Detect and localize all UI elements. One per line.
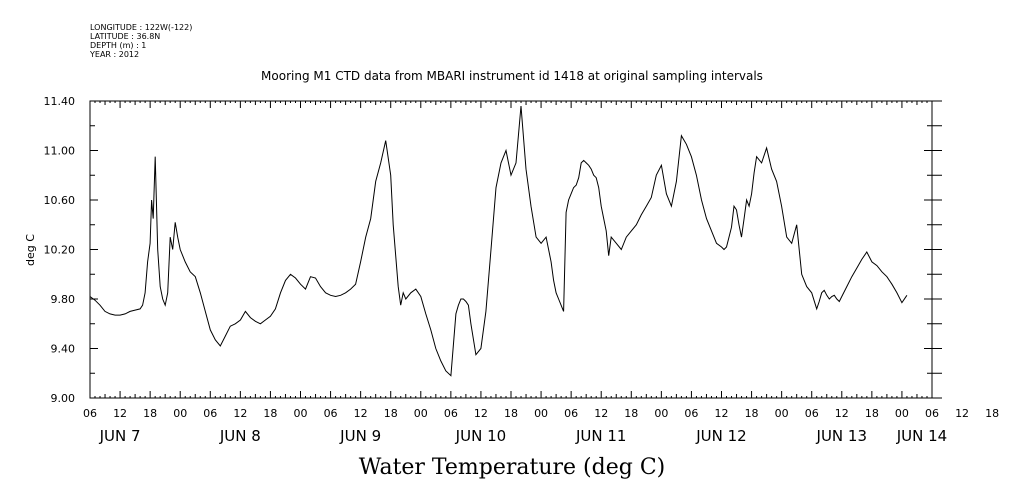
x-hour-tick-label: 00: [414, 407, 428, 420]
chart-title: Mooring M1 CTD data from MBARI instrumen…: [261, 69, 763, 83]
x-hour-tick-label: 06: [83, 407, 97, 420]
x-hour-tick-label: 18: [624, 407, 638, 420]
x-hour-tick-label: 06: [324, 407, 338, 420]
temperature-line: [89, 105, 908, 377]
x-hour-tick-label: 00: [654, 407, 668, 420]
y-tick-label: 11.40: [44, 95, 76, 108]
year-label: YEAR : 2012: [90, 50, 140, 59]
x-hour-tick-label: 18: [263, 407, 277, 420]
x-hour-tick-label: 00: [534, 407, 548, 420]
x-hour-tick-label: 12: [233, 407, 247, 420]
x-day-label: JUN 9: [339, 427, 381, 445]
x-hour-tick-label: 12: [474, 407, 488, 420]
x-hour-tick-label: 18: [745, 407, 759, 420]
y-tick-label: 10.20: [44, 244, 76, 257]
x-day-label: JUN 11: [575, 427, 626, 445]
x-hour-tick-label: 00: [775, 407, 789, 420]
x-hour-tick-label: 18: [384, 407, 398, 420]
plot-frame: [89, 100, 933, 399]
x-hour-tick-label: 12: [715, 407, 729, 420]
x-hour-tick-label: 06: [805, 407, 819, 420]
x-axis-label: Water Temperature (deg C): [359, 455, 666, 480]
x-hour-tick-label: 00: [173, 407, 187, 420]
x-hour-tick-label: 06: [925, 407, 939, 420]
x-hour-tick-label: 06: [564, 407, 578, 420]
x-hour-tick-label: 00: [895, 407, 909, 420]
y-tick-label: 9.40: [51, 343, 76, 356]
y-axis-label: deg C: [24, 234, 37, 266]
x-hour-tick-label: 18: [985, 407, 999, 420]
x-day-label: JUN 12: [695, 427, 746, 445]
depth-label: DEPTH (m) : 1: [90, 41, 147, 50]
x-hour-tick-label: 12: [835, 407, 849, 420]
x-day-label: JUN 13: [816, 427, 867, 445]
x-hour-tick-label: 06: [203, 407, 217, 420]
x-hour-tick-label: 18: [865, 407, 879, 420]
axes: 06 12 18 00 06 12 18 00 06 12 18 00 06 12 18 00 06 12 18 00…: [44, 95, 1000, 445]
x-day-label: JUN 8: [219, 427, 261, 445]
x-hour-tick-label: 00: [294, 407, 308, 420]
y-tick-label: 9.80: [51, 293, 76, 306]
x-hour-tick-label: 18: [143, 407, 157, 420]
x-hour-tick-label: 12: [594, 407, 608, 420]
x-day-label: JUN 14: [896, 427, 947, 445]
x-hour-tick-label: 12: [354, 407, 368, 420]
y-tick-label: 10.60: [44, 194, 76, 207]
longitude-label: LONGITUDE : 122W(-122): [90, 23, 193, 32]
x-day-label: JUN 7: [99, 427, 141, 445]
x-hour-tick-label: 12: [113, 407, 127, 420]
latitude-label: LATITUDE : 36.8N: [90, 32, 161, 41]
x-hour-tick-label: 18: [504, 407, 518, 420]
x-hour-tick-label: 06: [684, 407, 698, 420]
x-hour-tick-label: 06: [444, 407, 458, 420]
x-day-label: JUN 10: [455, 427, 506, 445]
y-tick-label: 9.00: [51, 392, 76, 405]
x-hour-tick-label: 12: [955, 407, 969, 420]
y-tick-label: 11.00: [44, 145, 76, 158]
